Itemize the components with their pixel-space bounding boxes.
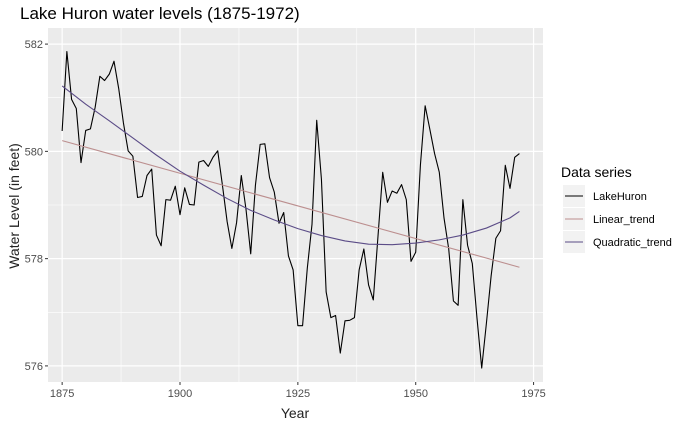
- chart-title: Lake Huron water levels (1875-1972): [20, 4, 300, 23]
- y-axis: 576 578 580 582: [25, 39, 48, 373]
- x-axis: 1875 1900 1925 1950 1975: [50, 382, 546, 400]
- x-tick-label: 1900: [168, 388, 192, 400]
- x-tick-label: 1975: [521, 388, 545, 400]
- x-tick-label: 1950: [403, 388, 427, 400]
- legend-label: LakeHuron: [593, 191, 647, 203]
- series-line-linear-trend: [61, 140, 520, 268]
- y-axis-title: Water Level (in feet): [6, 143, 22, 269]
- y-tick-label: 576: [25, 361, 43, 373]
- series-lines: [61, 51, 520, 369]
- y-tick-label: 578: [25, 254, 43, 266]
- legend-label: Quadratic_trend: [593, 237, 672, 249]
- series-line-lakehuron: [61, 51, 520, 369]
- x-tick-label: 1875: [50, 388, 74, 400]
- y-tick-label: 582: [25, 39, 43, 51]
- legend-label: Linear_trend: [593, 214, 655, 226]
- x-axis-title: Year: [281, 405, 310, 421]
- legend: Data series LakeHuron Linear_trend Quadrat…: [561, 164, 672, 253]
- legend-title: Data series: [561, 164, 632, 180]
- y-tick-label: 580: [25, 146, 43, 158]
- gridlines: [48, 28, 543, 382]
- x-tick-label: 1925: [286, 388, 310, 400]
- series-line-quadratic-trend: [61, 85, 520, 246]
